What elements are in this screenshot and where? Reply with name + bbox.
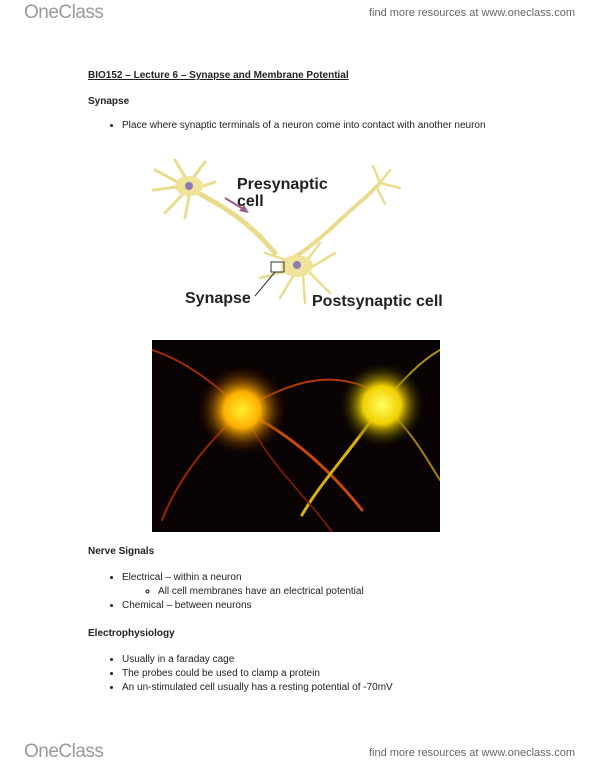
label: Synapse (185, 290, 251, 307)
list: Place where synaptic terminals of a neur… (88, 119, 508, 133)
cell-glow (340, 363, 424, 447)
title: BIO152 – Lecture 6 – Synapse and Membran… (88, 70, 349, 81)
logo: OneClass (24, 2, 104, 23)
list-group: Electrical – within a neuron All cell me… (88, 571, 508, 613)
label: cell (237, 193, 264, 210)
bullet: Electrical – within a neuron (122, 571, 508, 585)
footer-link: find more resources at www.oneclass.com (368, 747, 575, 759)
logo: OneClass (24, 741, 104, 762)
list: Chemical – between neurons (88, 599, 508, 613)
heading: Nerve Signals (88, 546, 155, 557)
nucleus (293, 261, 301, 269)
heading: Synapse (88, 96, 130, 107)
bullet: Usually in a faraday cage (122, 653, 528, 667)
neuron-diagram: Presynaptic cell Synapse Postsynaptic ce… (151, 158, 443, 310)
bullet: The probes could be used to clamp a prot… (122, 667, 528, 681)
list: All cell membranes have an electrical po… (88, 585, 508, 599)
bullet: An un-stimulated cell usually has a rest… (122, 681, 528, 695)
header-link: find more resources at www.oneclass.com (368, 7, 575, 19)
nucleus (185, 182, 193, 190)
sub-bullet: All cell membranes have an electrical po… (158, 585, 508, 599)
bullet: Place where synaptic terminals of a neur… (122, 119, 508, 133)
micrograph (152, 340, 440, 532)
bullet: Chemical – between neurons (122, 599, 508, 613)
heading: Electrophysiology (88, 628, 175, 639)
arrow-head (239, 205, 249, 213)
synapse-box (270, 261, 285, 273)
label: Presynaptic (237, 176, 328, 193)
pointer (254, 271, 276, 297)
list: Electrical – within a neuron (88, 571, 508, 585)
cell-glow (197, 365, 287, 455)
label: Postsynaptic cell (312, 293, 443, 310)
list: Usually in a faraday cage The probes cou… (88, 653, 528, 695)
